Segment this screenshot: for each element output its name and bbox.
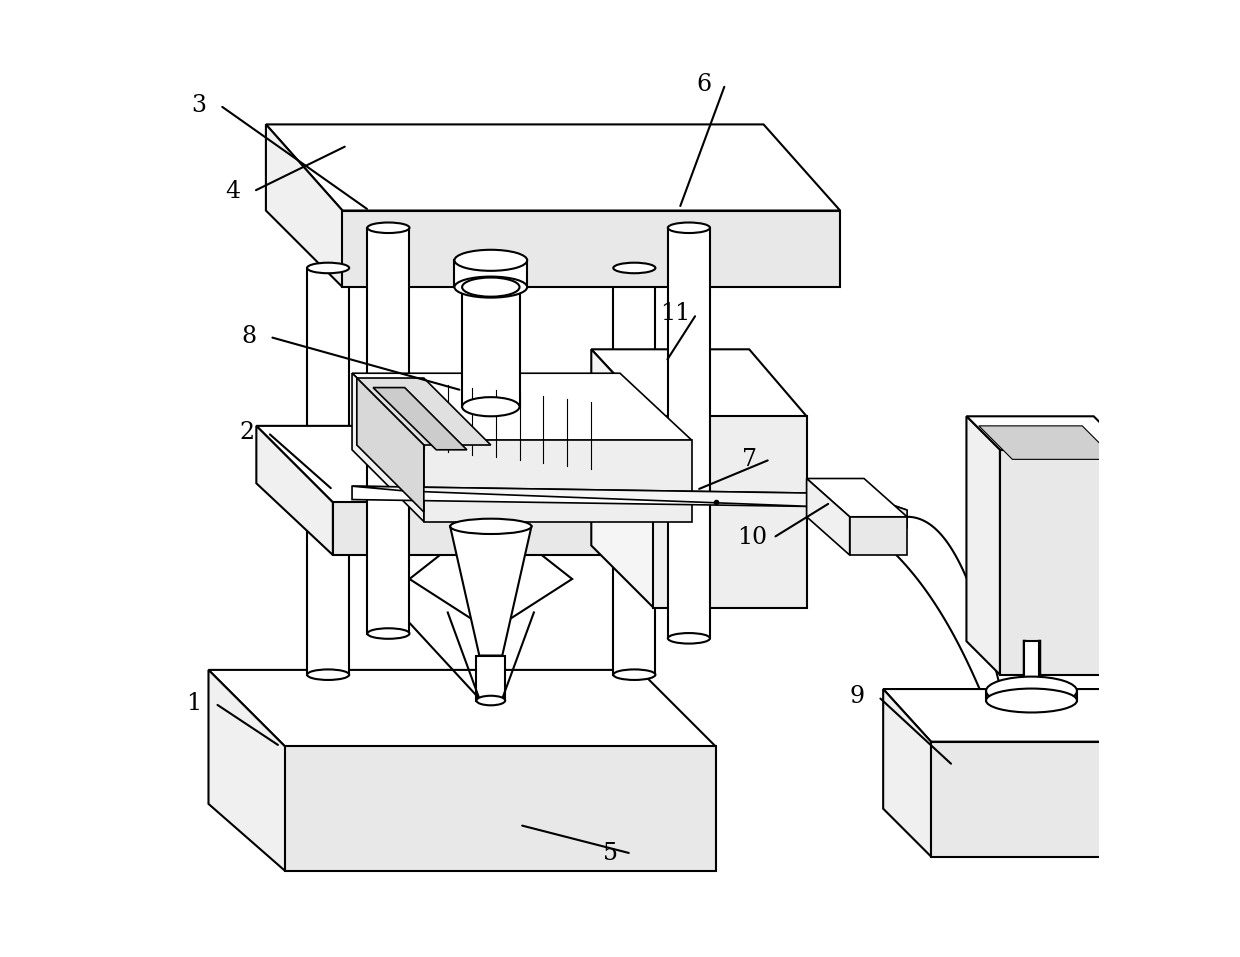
Polygon shape	[424, 440, 692, 522]
Polygon shape	[591, 349, 653, 608]
Polygon shape	[373, 388, 467, 450]
Ellipse shape	[308, 262, 350, 274]
Ellipse shape	[668, 222, 711, 233]
Polygon shape	[668, 228, 711, 638]
Ellipse shape	[614, 670, 656, 679]
Ellipse shape	[454, 277, 527, 298]
Ellipse shape	[986, 689, 1078, 712]
Polygon shape	[999, 450, 1127, 675]
Polygon shape	[591, 349, 806, 416]
Ellipse shape	[614, 262, 656, 274]
Polygon shape	[849, 517, 908, 555]
Polygon shape	[409, 526, 476, 622]
Polygon shape	[357, 378, 424, 512]
Polygon shape	[859, 494, 908, 528]
Polygon shape	[1024, 641, 1039, 689]
Text: 3: 3	[191, 94, 206, 117]
Ellipse shape	[367, 222, 409, 233]
Polygon shape	[342, 211, 841, 287]
Ellipse shape	[476, 696, 505, 705]
Polygon shape	[308, 268, 350, 675]
Polygon shape	[883, 689, 1161, 742]
Text: 11: 11	[661, 302, 691, 325]
Text: 1: 1	[186, 692, 202, 715]
Polygon shape	[332, 502, 773, 555]
Ellipse shape	[367, 628, 409, 639]
Polygon shape	[476, 656, 505, 701]
Polygon shape	[265, 124, 841, 211]
Polygon shape	[806, 478, 849, 555]
Polygon shape	[966, 416, 999, 675]
Text: 5: 5	[603, 842, 618, 865]
Polygon shape	[285, 746, 715, 871]
Polygon shape	[978, 426, 1116, 459]
Ellipse shape	[463, 397, 520, 416]
Text: 8: 8	[241, 325, 257, 348]
Polygon shape	[352, 486, 908, 510]
Polygon shape	[208, 670, 715, 746]
Text: 10: 10	[737, 526, 768, 549]
Polygon shape	[653, 416, 806, 608]
Polygon shape	[265, 124, 342, 287]
Text: 4: 4	[224, 180, 241, 203]
Text: 7: 7	[742, 448, 756, 471]
Polygon shape	[463, 287, 520, 407]
Polygon shape	[614, 268, 656, 675]
Polygon shape	[966, 416, 1127, 450]
Polygon shape	[450, 526, 532, 656]
Polygon shape	[257, 426, 773, 502]
Polygon shape	[931, 742, 1161, 857]
Ellipse shape	[463, 278, 520, 297]
Polygon shape	[883, 689, 931, 857]
Ellipse shape	[450, 519, 532, 534]
Ellipse shape	[454, 250, 527, 271]
Text: 6: 6	[697, 73, 712, 96]
Polygon shape	[505, 526, 572, 622]
Polygon shape	[352, 486, 859, 507]
Polygon shape	[454, 260, 527, 287]
Text: 9: 9	[849, 685, 864, 708]
Text: 2: 2	[239, 421, 254, 444]
Polygon shape	[352, 373, 424, 522]
Polygon shape	[357, 378, 491, 445]
Polygon shape	[806, 478, 908, 517]
Ellipse shape	[986, 677, 1078, 705]
Polygon shape	[257, 426, 332, 555]
Ellipse shape	[668, 634, 711, 643]
Polygon shape	[367, 228, 409, 634]
Polygon shape	[208, 670, 285, 871]
Ellipse shape	[308, 670, 350, 679]
Polygon shape	[352, 373, 692, 440]
